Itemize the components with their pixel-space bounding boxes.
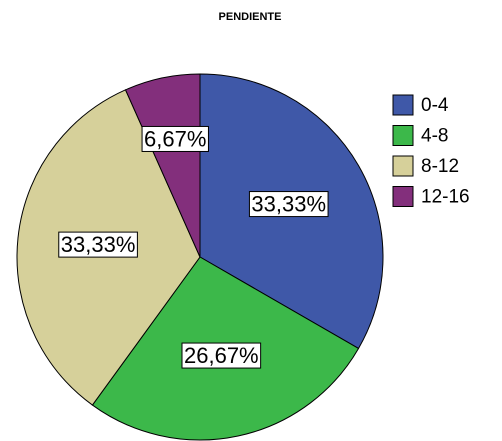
pie-slice <box>124 73 201 258</box>
value-label: 26,67% <box>184 343 259 368</box>
legend-swatch <box>392 155 414 177</box>
legend-label: 12-16 <box>421 187 470 208</box>
chart-title: PENDIENTE <box>219 11 282 23</box>
legend-swatch <box>392 94 414 116</box>
value-label: 6,67% <box>144 126 206 151</box>
value-label-box <box>58 231 138 258</box>
legend-swatch <box>392 125 414 146</box>
legend-swatch <box>392 186 414 207</box>
value-label: 33,33% <box>61 232 136 257</box>
value-label-box <box>181 342 262 369</box>
value-label: 33,33% <box>251 192 326 217</box>
value-label-box <box>248 191 329 218</box>
legend-label: 0-4 <box>421 95 449 116</box>
legend-label: 4-8 <box>421 126 448 147</box>
value-label-box <box>141 125 209 152</box>
legend-label: 8-12 <box>421 156 459 177</box>
